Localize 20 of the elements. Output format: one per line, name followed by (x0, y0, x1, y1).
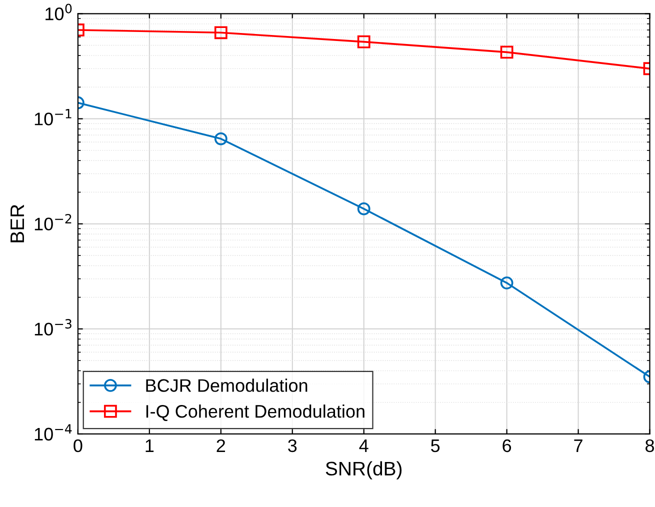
point (357, 202, 370, 216)
x-tick-label: 0 (74, 439, 82, 452)
x-tick-label: 4 (359, 440, 368, 452)
x-tick-label: 5 (431, 440, 440, 452)
x-tick-label: 6 (502, 439, 512, 452)
y-tick-label: 10$^{−2}$ (34, 214, 72, 230)
legend-label: BCJR Demodulation (146, 378, 308, 392)
x-tick-label: 3 (288, 439, 297, 452)
legend-label: I-Q Coherent Demodulation (146, 404, 364, 422)
x-tick-label: 2 (216, 439, 226, 452)
y-tick-label: 10$^{−3}$ (34, 319, 72, 336)
y-tick-label: 10$^{−1}$ (34, 109, 72, 126)
y-tick-label: 10$^{0}$ (46, 4, 72, 20)
point (357, 35, 370, 48)
x-axis-title: SNR(dB) (326, 461, 402, 480)
x-tick-label: 1 (146, 440, 154, 452)
x-tick-label: 7 (574, 440, 582, 452)
y-axis-title: BER (10, 204, 24, 242)
x-tick-label: 8 (646, 439, 654, 452)
y-tick-label: 10$^{−4}$ (34, 424, 72, 441)
